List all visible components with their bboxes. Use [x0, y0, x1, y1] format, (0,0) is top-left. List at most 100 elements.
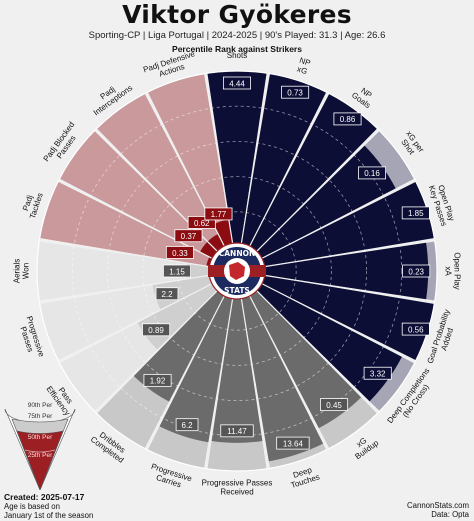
value-label-open-play-xa: 0.23 — [402, 264, 431, 278]
bar-aerials-won — [186, 263, 214, 279]
value-text-padj-defensive-actions: 1.77 — [211, 210, 227, 219]
footer-right: CannonStats.com Data: Opta — [407, 501, 469, 519]
value-text-np-xg: 0.73 — [287, 89, 303, 98]
segment-divider — [39, 239, 214, 268]
bar-open-play-xa — [260, 242, 429, 300]
value-label-deep-completions-no-cross: 3.32 — [363, 366, 392, 380]
segment-bg-padj-blocked-passes — [59, 130, 220, 260]
bar-padj-defensive-actions — [213, 219, 234, 250]
value-box-goal-probability-added — [401, 322, 430, 336]
value-box-open-play-xa — [402, 264, 431, 278]
player-name-title: Viktor Gyökeres — [122, 0, 352, 29]
segment-bg-padj-defensive-actions — [147, 73, 234, 250]
value-label-padj-tackles: 0.33 — [165, 246, 194, 259]
metric-label-xg-per-shot: xG perShot — [397, 129, 426, 159]
value-box-xg-per-shot — [358, 166, 387, 180]
value-label-shots: 4.44 — [222, 76, 251, 90]
legend-50-label: 50th Per — [28, 434, 53, 441]
value-label-dribbles-completed: 1.92 — [143, 373, 172, 387]
value-text-padj-tackles: 0.33 — [172, 249, 188, 258]
metric-label-progressive-carries: ProgressiveCarries — [147, 462, 193, 492]
value-text-xg-buildup: 0.45 — [326, 401, 342, 410]
bar-np-xg — [240, 73, 327, 250]
segment-divider — [253, 287, 379, 413]
age-note-line-2: January 1st of the season — [4, 511, 94, 520]
value-box-progressive-passes — [155, 287, 179, 301]
segment-divider — [258, 281, 416, 363]
bar-deep-touches — [240, 292, 324, 462]
value-label-open-play-key-passes: 1.85 — [401, 206, 430, 220]
metric-label-open-play-key-passes: Open PlayKey Passes — [427, 182, 457, 228]
segment-divider — [95, 287, 221, 413]
value-label-progressive-passes-received: 11.47 — [220, 424, 254, 438]
value-label-padj-blocked-passes: 0.37 — [174, 229, 203, 243]
value-label-xg-per-shot: 0.16 — [358, 166, 387, 180]
value-box-aerials-won — [162, 264, 191, 278]
value-text-aerials-won: 1.15 — [169, 267, 185, 276]
value-text-progressive-passes-received: 11.47 — [227, 427, 247, 436]
value-text-deep-touches: 13.64 — [283, 439, 304, 448]
metric-label-padj-tackles: PadjTackles — [19, 189, 44, 220]
segment-divider — [58, 281, 216, 363]
site-credit: CannonStats.com — [407, 501, 469, 510]
value-box-padj-defensive-actions — [204, 207, 233, 221]
value-box-deep-touches — [276, 436, 310, 450]
value-box-padj-tackles — [165, 246, 194, 259]
value-text-progressive-carries: 6.2 — [182, 421, 194, 430]
created-date: Created: 2025-07-17 — [4, 492, 85, 502]
player-info-subtitle: Sporting-CP | Liga Portugal | 2024-2025 … — [88, 30, 386, 41]
segment-divider — [253, 129, 379, 255]
segment-divider — [145, 292, 227, 450]
grid-ring-20 — [177, 211, 297, 331]
segment-divider — [205, 294, 234, 469]
logo-text-bottom: STATS — [224, 286, 250, 295]
value-box-np-xg — [281, 85, 310, 99]
logo-text-top: CANNON — [219, 249, 256, 258]
value-box-xg-buildup — [320, 398, 349, 411]
value-text-xg-per-shot: 0.16 — [364, 169, 380, 178]
value-labels: 4.44 0.73 0.86 0.16 1.85 0.23 0.56 3.32 0.45 13.6… — [142, 76, 431, 450]
percentile-bars — [133, 71, 435, 462]
value-label-progressive-carries: 6.2 — [175, 418, 199, 432]
metric-label-shots: Shots — [227, 51, 247, 60]
value-text-open-play-key-passes: 1.85 — [408, 209, 424, 218]
value-label-np-goals: 0.86 — [333, 112, 362, 126]
age-note-line-1: Age is based on — [4, 502, 60, 511]
value-box-padj-blocked-passes — [174, 229, 203, 243]
value-box-pass-efficiency — [142, 323, 171, 337]
metric-label-aerials-won: AerialsWon — [13, 259, 31, 283]
grid-ring-40 — [142, 176, 332, 366]
metric-label-progressive-passes-received: Progressive Passes Received — [202, 479, 273, 497]
value-text-np-goals: 0.86 — [340, 115, 356, 124]
bar-progressive-passes — [152, 274, 216, 310]
grid-ring-60 — [106, 140, 368, 402]
segment-divider — [240, 294, 269, 469]
value-text-goal-probability-added: 0.56 — [408, 325, 424, 334]
metric-label-np-goals: NPGoals — [350, 83, 377, 110]
value-label-pass-efficiency: 0.89 — [142, 323, 171, 337]
segment-divider — [39, 274, 214, 303]
value-text-pass-efficiency: 0.89 — [148, 326, 164, 335]
segment-divider — [247, 92, 329, 250]
metric-label-xg-buildup: xGBuildup — [348, 431, 381, 462]
cannon-stats-logo: CANNON STATS — [208, 242, 266, 300]
value-box-open-play-key-passes — [401, 206, 430, 220]
segment-divider — [258, 179, 416, 261]
value-text-padj-interceptions: 0.62 — [194, 219, 210, 228]
legend-25-divider — [24, 449, 56, 453]
percentile-rank-label: Percentile Rank against Strikers — [172, 44, 302, 54]
legend-75-label: 75th Per — [28, 413, 53, 420]
value-label-goal-probability-added: 0.56 — [401, 322, 430, 336]
segment-bg-padj-tackles — [39, 181, 216, 268]
value-label-np-xg: 0.73 — [281, 85, 310, 99]
outer-ring — [36, 70, 438, 472]
value-box-shots — [222, 76, 251, 90]
legend-50-band — [16, 430, 64, 490]
segment-bg-aerials-won — [36, 241, 214, 301]
legend-90-label: 90th Per — [28, 402, 53, 409]
value-box-progressive-passes-received — [220, 424, 254, 438]
value-text-shots: 4.44 — [229, 79, 245, 88]
metric-label-deep-touches: DeepTouches — [287, 464, 321, 490]
bar-progressive-carries — [159, 292, 234, 443]
value-text-padj-blocked-passes: 0.37 — [181, 232, 197, 241]
